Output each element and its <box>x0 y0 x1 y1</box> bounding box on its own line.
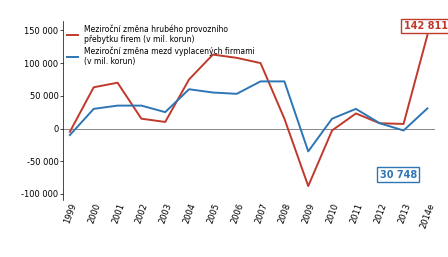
Legend: Meziroční změna hrubého provozního
přebytku firem (v mil. korun), Meziroční změn: Meziroční změna hrubého provozního přeby… <box>67 24 255 67</box>
Text: 30 748: 30 748 <box>380 170 417 180</box>
Text: 142 811: 142 811 <box>404 21 448 31</box>
